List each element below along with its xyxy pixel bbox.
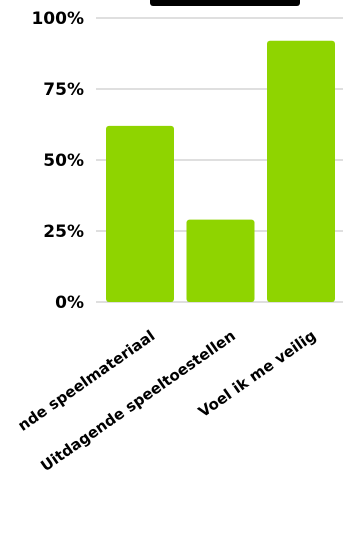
bar [267,40,335,302]
bars [106,40,335,302]
y-axis-tick-labels: 0% 25% 50% 75% 100% [31,9,84,313]
bar [186,219,255,302]
y-tick-label: 25% [43,222,84,242]
y-tick-label: 50% [43,151,84,171]
x-category-label: nde speelmateriaal [14,327,158,435]
chart-title-fragment [150,0,300,6]
y-tick-label: 75% [43,80,84,100]
y-tick-label: 100% [31,9,84,29]
y-tick-label: 0% [55,293,84,313]
bar [106,125,174,302]
